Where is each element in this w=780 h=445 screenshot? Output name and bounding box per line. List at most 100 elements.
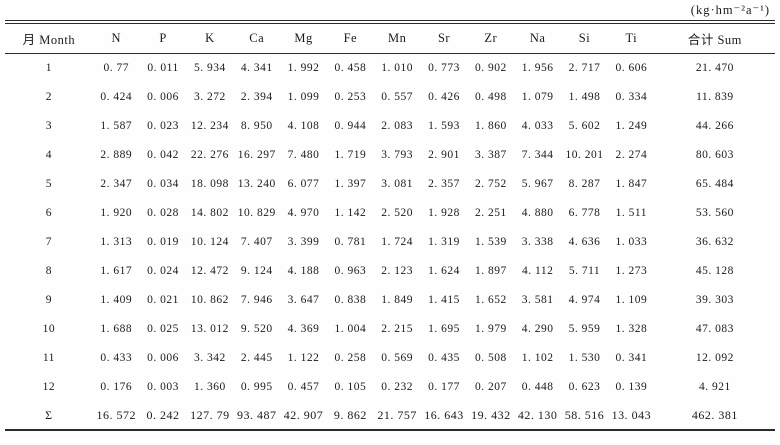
month-cell: Σ: [45, 407, 53, 422]
value-cell: 0. 028: [147, 206, 179, 219]
value-cell: 14. 802: [190, 206, 229, 219]
value-cell: 42. 907: [283, 407, 324, 422]
value-cell: 13. 043: [611, 407, 652, 422]
value-cell: 7. 480: [287, 148, 320, 161]
value-cell: 1. 992: [287, 61, 320, 74]
table-row: 7 1. 313 0. 019 10. 124 7. 407 3. 399 0. 781 1.…: [5, 227, 775, 256]
table-row: 4 2. 889 0. 042 22. 276 16. 297 7. 480 1. 719 3…: [5, 140, 775, 169]
table-row: 6 1. 920 0. 028 14. 802 10. 829 4. 970 1. 142 2…: [5, 198, 775, 227]
value-cell: 0. 023: [147, 119, 179, 132]
value-cell: 36. 632: [695, 235, 734, 248]
column-header: K: [205, 30, 215, 45]
column-header: Mg: [294, 30, 313, 45]
value-cell: 7. 946: [240, 293, 273, 306]
monthly-deposition-table: 月 Month N P K Ca Mg Fe Mn Sr Zr Na Si Ti 合计 Sum 1 0. 7…: [5, 20, 775, 431]
value-cell: 2. 215: [381, 322, 414, 335]
value-cell: 0. 448: [521, 380, 554, 393]
month-cell: 9: [45, 293, 53, 306]
value-cell: 0. 024: [147, 264, 179, 277]
table-row: 3 1. 587 0. 023 12. 234 8. 950 4. 108 0. 944 2.…: [5, 111, 775, 140]
value-cell: 4. 974: [568, 293, 601, 306]
value-cell: 1. 688: [100, 322, 133, 335]
value-cell: 1. 860: [474, 119, 507, 132]
value-cell: 1. 849: [381, 293, 414, 306]
value-cell: 3. 081: [381, 177, 414, 190]
units-label: (kg·hm⁻²a⁻¹): [690, 3, 770, 17]
value-cell: 3. 387: [474, 148, 507, 161]
value-cell: 4. 970: [287, 206, 320, 219]
month-cell: 7: [45, 235, 53, 248]
value-cell: 3. 399: [287, 235, 320, 248]
table-header: 月 Month N P K Ca Mg Fe Mn Sr Zr Na Si Ti 合计 Sum: [5, 22, 775, 53]
value-cell: 0. 433: [100, 351, 133, 364]
value-cell: 4. 290: [521, 322, 554, 335]
value-cell: 3. 338: [521, 235, 554, 248]
value-cell: 0. 424: [100, 90, 133, 103]
value-cell: 3. 581: [521, 293, 554, 306]
value-cell: 1. 624: [428, 264, 460, 277]
value-cell: 0. 944: [334, 119, 367, 132]
month-cell: 11: [42, 351, 55, 364]
value-cell: 21. 470: [695, 61, 734, 74]
month-cell: 5: [45, 177, 53, 190]
value-cell: 12. 234: [190, 119, 229, 132]
value-cell: 0. 011: [147, 61, 179, 74]
value-cell: 1. 498: [568, 90, 601, 103]
value-cell: 2. 717: [568, 61, 601, 74]
value-cell: 16. 297: [237, 148, 276, 161]
month-cell: 2: [45, 90, 53, 103]
value-cell: 22. 276: [190, 148, 229, 161]
value-cell: 1. 079: [521, 90, 554, 103]
value-cell: 13. 240: [237, 177, 276, 190]
column-header: Fe: [343, 30, 358, 45]
value-cell: 42. 130: [517, 407, 558, 422]
value-cell: 18. 098: [190, 177, 229, 190]
value-cell: 1. 360: [193, 380, 226, 393]
value-cell: 462. 381: [691, 407, 738, 422]
column-header: N: [111, 30, 121, 45]
value-cell: 1. 617: [100, 264, 133, 277]
value-cell: 1. 122: [287, 351, 320, 364]
value-cell: 1. 409: [100, 293, 133, 306]
value-cell: 1. 897: [474, 264, 507, 277]
value-cell: 4. 369: [287, 322, 320, 335]
value-cell: 0. 139: [615, 380, 648, 393]
value-cell: 1. 328: [615, 322, 648, 335]
value-cell: 47. 083: [695, 322, 734, 335]
value-cell: 1. 010: [381, 61, 414, 74]
table-body: 1 0. 77 0. 011 5. 934 4. 341 1. 992 0. 458 1. 0…: [5, 53, 775, 430]
value-cell: 0. 623: [568, 380, 601, 393]
value-cell: 1. 530: [568, 351, 601, 364]
value-cell: 4. 112: [522, 264, 554, 277]
value-cell: 1. 109: [615, 293, 648, 306]
value-cell: 80. 603: [695, 148, 734, 161]
value-cell: 0. 232: [381, 380, 414, 393]
value-cell: 4. 921: [698, 380, 731, 393]
value-cell: 8. 950: [240, 119, 273, 132]
value-cell: 58. 516: [564, 407, 605, 422]
column-header: Ti: [625, 30, 638, 45]
value-cell: 0. 569: [381, 351, 414, 364]
table-header-row: 月 Month N P K Ca Mg Fe Mn Sr Zr Na Si Ti 合计 Sum: [5, 22, 775, 53]
value-cell: 1. 415: [428, 293, 460, 306]
value-cell: 0. 838: [334, 293, 367, 306]
value-cell: 12. 092: [695, 351, 734, 364]
value-cell: 1. 273: [615, 264, 648, 277]
month-cell: 12: [42, 380, 56, 393]
value-cell: 1. 956: [521, 61, 554, 74]
value-cell: 1. 511: [615, 206, 647, 219]
value-cell: 4. 341: [240, 61, 273, 74]
value-cell: 2. 901: [428, 148, 460, 161]
value-cell: 10. 124: [190, 235, 229, 248]
table-row: 11 0. 433 0. 006 3. 342 2. 445 1. 122 0. 258 0.…: [5, 343, 775, 372]
value-cell: 1. 928: [428, 206, 460, 219]
value-cell: 1. 319: [428, 235, 460, 248]
column-header: Ca: [249, 30, 265, 45]
value-cell: 1. 979: [474, 322, 507, 335]
value-cell: 0. 034: [147, 177, 179, 190]
value-cell: 0. 207: [474, 380, 507, 393]
value-cell: 0. 426: [428, 90, 460, 103]
value-cell: 53. 560: [695, 206, 734, 219]
value-cell: 0. 508: [474, 351, 507, 364]
column-header: Na: [529, 30, 546, 45]
